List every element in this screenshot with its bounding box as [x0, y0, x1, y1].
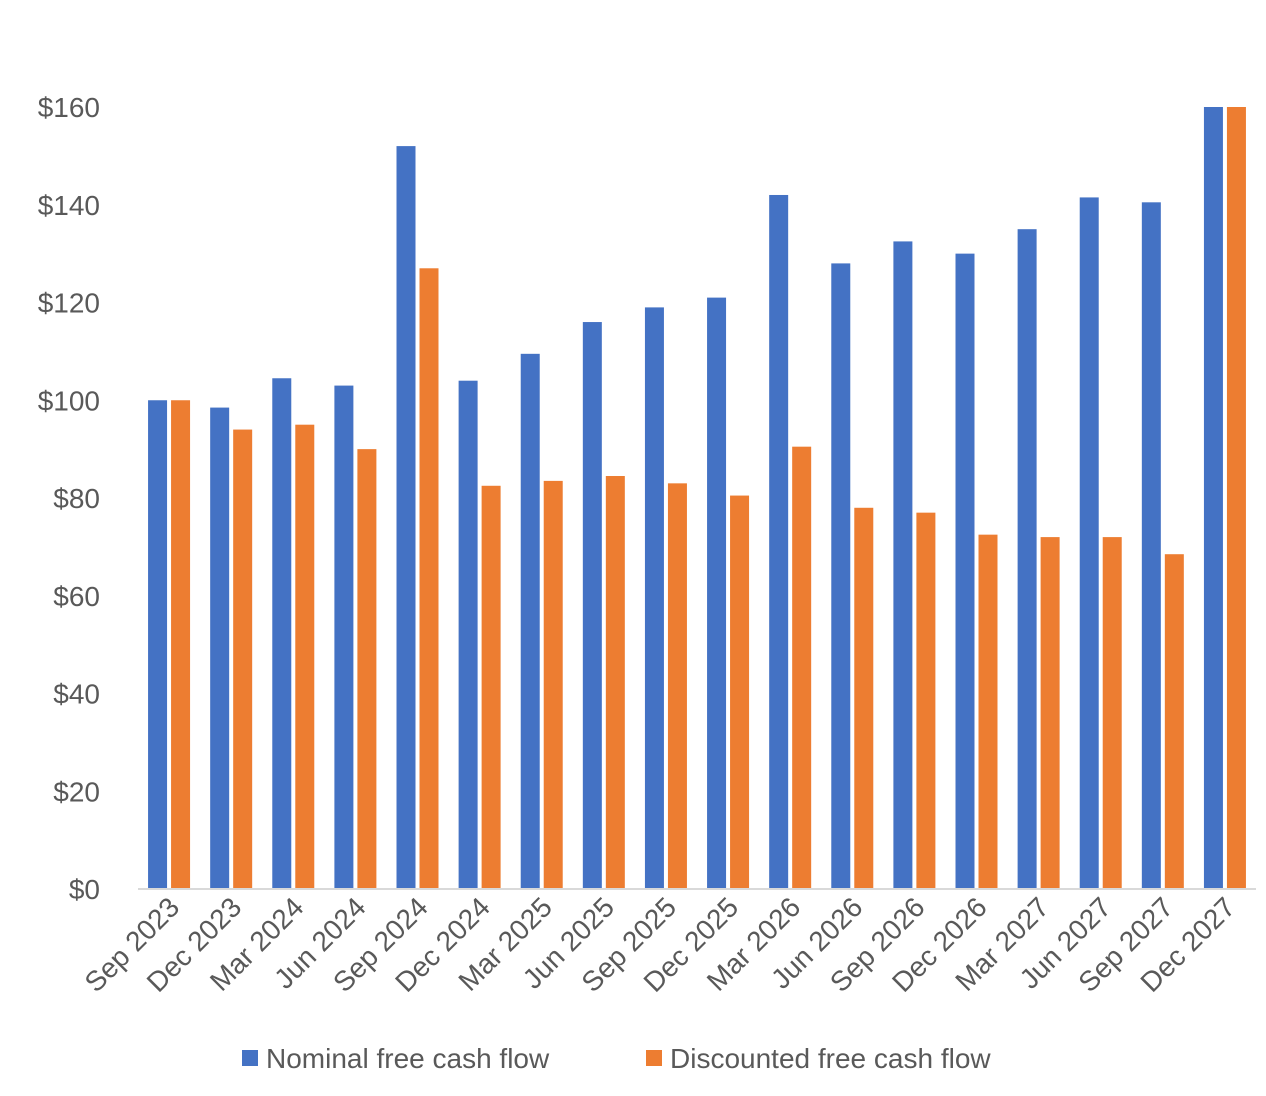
legend-label-nominal: Nominal free cash flow [266, 1043, 550, 1074]
bar-discounted [419, 268, 439, 889]
y-tick-label: $100 [38, 385, 100, 416]
bar-nominal [334, 385, 354, 889]
bar-nominal [210, 407, 230, 889]
bar-nominal [644, 307, 664, 889]
bar-groups [148, 107, 1246, 890]
bar-nominal [831, 263, 851, 889]
y-tick-label: $120 [38, 288, 100, 319]
bar-discounted [233, 429, 253, 889]
bar-discounted [854, 507, 874, 889]
bar-nominal [520, 353, 540, 889]
bar-nominal [1017, 229, 1037, 889]
bar-discounted [543, 480, 563, 889]
bar-nominal [582, 322, 602, 889]
bar-discounted [357, 449, 377, 890]
y-tick-label: $60 [53, 581, 100, 612]
y-tick-label: $160 [38, 92, 100, 123]
bar-nominal [707, 297, 727, 889]
y-tick-label: $20 [53, 776, 100, 807]
bar-discounted [1164, 554, 1184, 889]
bar-discounted [1040, 537, 1060, 889]
bar-discounted [295, 424, 315, 889]
y-tick-label: $0 [69, 874, 100, 905]
legend-swatch-nominal [242, 1050, 258, 1066]
bar-nominal [396, 146, 416, 890]
bar-discounted [916, 512, 936, 889]
bar-discounted [171, 400, 191, 889]
bar-nominal [893, 241, 913, 889]
bar-nominal [1141, 202, 1161, 889]
bar-nominal [1203, 107, 1223, 889]
bar-discounted [978, 534, 998, 889]
bar-discounted [792, 446, 812, 889]
legend: Nominal free cash flow Discounted free c… [242, 1043, 991, 1074]
bar-nominal [769, 194, 789, 890]
bar-nominal [955, 253, 975, 890]
bar-nominal [148, 400, 168, 889]
bar-discounted [730, 495, 750, 889]
y-axis-tick-labels: $0 $20 $40 $60 $80 $100 $120 $140 $160 [38, 92, 100, 905]
bar-nominal [458, 380, 478, 889]
bar-discounted [481, 485, 501, 889]
bar-nominal [272, 378, 292, 889]
bar-discounted [605, 476, 625, 889]
bar-discounted [1102, 537, 1122, 889]
bar-nominal [1079, 197, 1099, 890]
legend-swatch-discounted [646, 1050, 662, 1066]
bar-discounted [667, 483, 687, 889]
y-tick-label: $40 [53, 679, 100, 710]
legend-label-discounted: Discounted free cash flow [670, 1043, 991, 1074]
y-tick-label: $140 [38, 190, 100, 221]
y-tick-label: $80 [53, 483, 100, 514]
bar-discounted [1226, 107, 1246, 889]
